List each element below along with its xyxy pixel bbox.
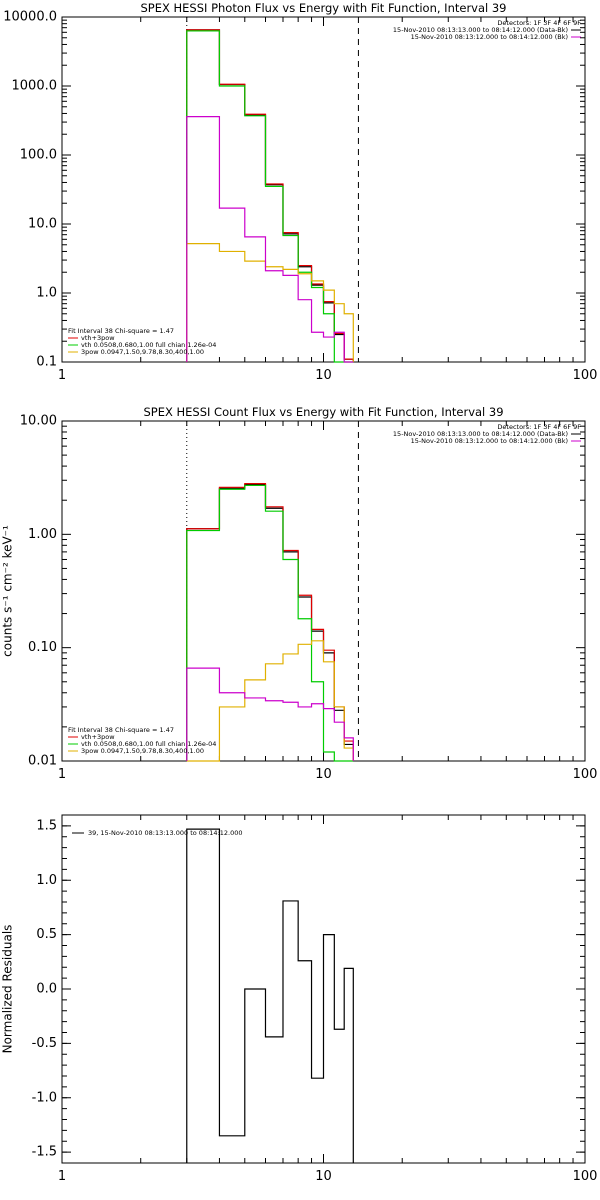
- y-tick-label: 0.5: [36, 927, 57, 942]
- x-tick-label: 1: [58, 368, 66, 383]
- series-data-line: [187, 485, 354, 761]
- series-vth-line: [187, 485, 354, 761]
- x-tick-label: 100: [573, 767, 598, 782]
- y-tick-label: 0.1: [36, 355, 57, 370]
- y-tick-label: 0.0: [36, 982, 57, 997]
- legend-residual-label: 39, 15-Nov-2010 08:13:13.000 to 08:14:12…: [88, 829, 242, 837]
- y-axis-label: Normalized Residuals: [1, 925, 15, 1054]
- series-residuals-line: [187, 829, 354, 1163]
- y-tick-label: 1.0: [36, 873, 57, 888]
- y-tick-label: -1.5: [32, 1145, 57, 1160]
- x-tick-label: 10: [315, 767, 332, 782]
- x-tick-label: 10: [315, 368, 332, 383]
- y-tick-label: 10.00: [20, 414, 57, 429]
- series-bk-line: [187, 117, 354, 362]
- y-tick-label: 1.00: [28, 527, 57, 542]
- y-axis-label: counts s⁻¹ cm⁻² keV⁻¹: [1, 525, 15, 657]
- legend-top-label: 15-Nov-2010 08:13:12.000 to 08:14:12.000…: [411, 437, 568, 445]
- y-tick-label: 1.5: [36, 818, 57, 833]
- x-tick-label: 10: [315, 1169, 332, 1184]
- series-data-line: [187, 30, 354, 362]
- y-tick-label: 0.10: [28, 640, 57, 655]
- legend-bottom-label: 3pow 0.0947,1.50,9.78,8.30,400,1.00: [81, 348, 204, 356]
- y-tick-label: 0.01: [28, 754, 57, 769]
- x-tick-label: 100: [573, 1169, 598, 1184]
- y-tick-label: 100.0: [20, 148, 57, 163]
- y-tick-label: 1.0: [36, 286, 57, 301]
- y-tick-label: -0.5: [32, 1036, 57, 1051]
- y-tick-label: 10.0: [28, 217, 57, 232]
- x-tick-label: 1: [58, 767, 66, 782]
- y-tick-label: 1000.0: [12, 79, 58, 94]
- y-tick-label: 10000.0: [3, 10, 57, 25]
- x-tick-label: 100: [573, 368, 598, 383]
- chart-title: SPEX HESSI Count Flux vs Energy with Fit…: [143, 405, 503, 419]
- legend-top-label: 15-Nov-2010 08:13:12.000 to 08:14:12.000…: [411, 33, 568, 41]
- y-tick-label: -1.0: [32, 1090, 57, 1105]
- x-tick-label: 1: [58, 1169, 66, 1184]
- legend-bottom-label: 3pow 0.0947,1.50,9.78,8.30,400,1.00: [81, 747, 204, 755]
- series-total-line: [187, 30, 354, 362]
- series-vth-line: [187, 31, 354, 362]
- chart-title: SPEX HESSI Photon Flux vs Energy with Fi…: [140, 1, 506, 15]
- series-total-line: [187, 484, 354, 761]
